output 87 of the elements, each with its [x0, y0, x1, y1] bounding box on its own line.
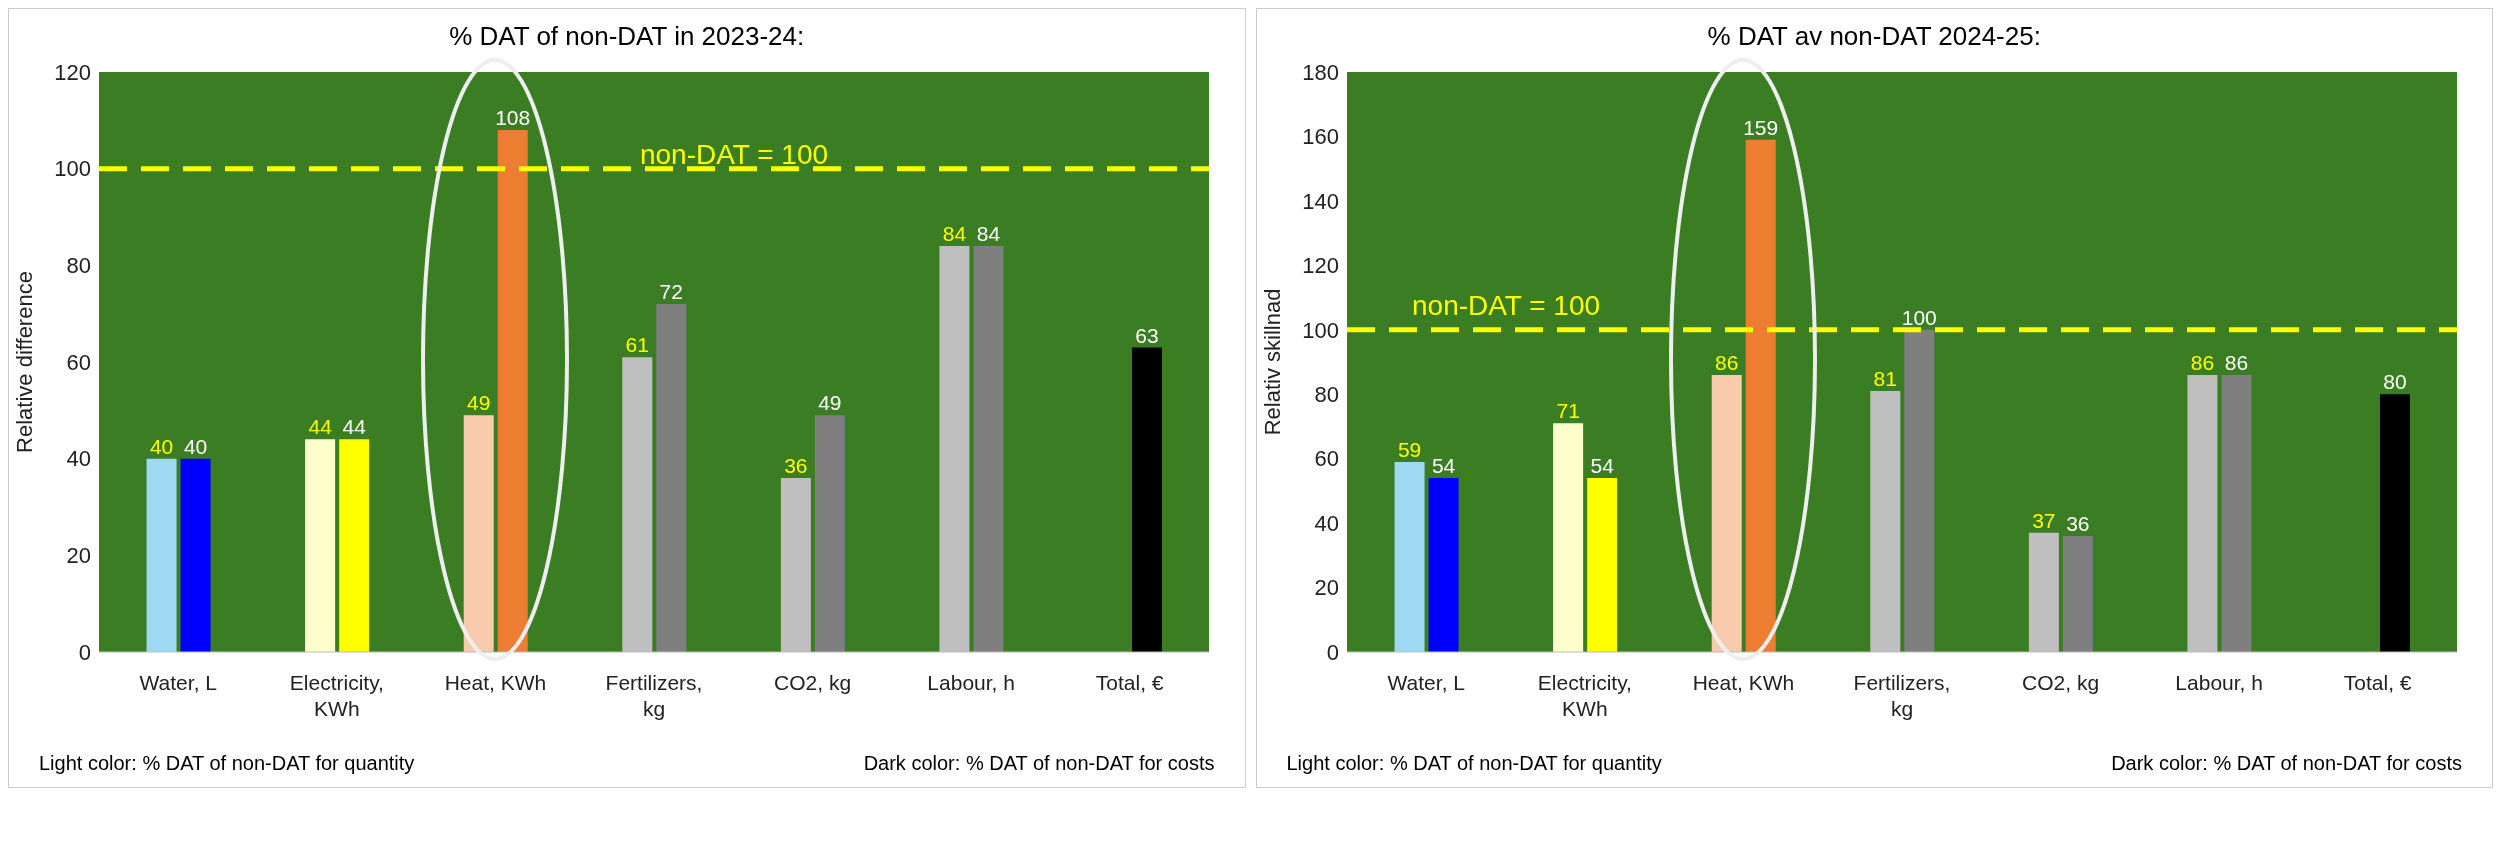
- data-label: 49: [467, 391, 491, 415]
- data-label: 59: [1397, 437, 1421, 461]
- y-tick-label: 120: [1301, 253, 1339, 279]
- y-axis-title: Relativ skillnad: [1259, 288, 1285, 436]
- bar: [656, 304, 687, 652]
- text: Light color: % DAT of non-DAT for quantity: [1286, 752, 1662, 775]
- data-label: 54: [1431, 454, 1456, 477]
- y-tick-label: 80: [66, 253, 91, 279]
- text: Dark color: % DAT of non-DAT for costs: [863, 752, 1215, 775]
- y-tick-label: 120: [54, 59, 91, 85]
- x-tick-label: Labour, h: [2174, 671, 2263, 694]
- data-label: 108: [495, 106, 531, 129]
- y-tick-label: 60: [66, 349, 91, 375]
- y-tick-label: 20: [1314, 575, 1339, 601]
- y-tick-label: 140: [1301, 188, 1339, 214]
- data-label: 86: [2224, 350, 2248, 374]
- ref-line-label: non-DAT = 100: [639, 138, 829, 170]
- bar: [2062, 536, 2093, 652]
- data-label: 63: [1135, 323, 1159, 347]
- data-label: 36: [2065, 512, 2090, 535]
- data-label: 71: [1555, 399, 1580, 423]
- bar: [339, 439, 370, 652]
- data-label: 37: [2031, 508, 2056, 532]
- y-tick-label: 80: [1314, 382, 1339, 408]
- bar: [2379, 394, 2410, 652]
- y-tick-label: 160: [1301, 124, 1339, 150]
- bar: [1903, 329, 1934, 652]
- bar: [2220, 374, 2251, 652]
- x-tick-label: Fertilizers, kg: [1853, 671, 1950, 720]
- data-label: 84: [976, 222, 1001, 245]
- chart-title: % DAT av non-DAT 2024-25:: [1706, 21, 2042, 52]
- bar: [1586, 478, 1617, 652]
- x-tick-label: Fertilizers, kg: [605, 671, 703, 720]
- data-label: 86: [1714, 350, 1738, 374]
- x-tick-label: Water, L: [139, 671, 217, 694]
- bar: [1711, 374, 1742, 652]
- chart-title: % DAT of non-DAT in 2023-24:: [448, 21, 806, 52]
- x-tick-label: Total, €: [2343, 671, 2412, 694]
- data-label: 159: [1742, 115, 1778, 139]
- x-tick-label: Water, L: [1387, 671, 1465, 694]
- data-label: 49: [818, 391, 842, 415]
- bar: [305, 439, 336, 652]
- data-label: 80: [2382, 370, 2407, 394]
- data-label: 86: [2190, 350, 2214, 374]
- bar: [1745, 139, 1776, 652]
- x-tick-label: Heat, KWh: [1692, 671, 1794, 694]
- bar: [1132, 347, 1162, 652]
- data-label: 61: [625, 333, 649, 357]
- x-tick-label: CO2, kg: [2021, 671, 2099, 694]
- x-tick-label: Labour, h: [927, 671, 1015, 694]
- data-label: 44: [308, 415, 333, 439]
- data-label: 36: [784, 454, 808, 477]
- y-tick-label: 0: [78, 639, 91, 665]
- bar: [1428, 478, 1459, 652]
- y-tick-label: 100: [54, 156, 91, 182]
- data-label: 54: [1589, 454, 1614, 477]
- y-tick-label: 40: [1314, 510, 1339, 536]
- x-tick-label: Electricity, KWh: [289, 671, 384, 720]
- y-tick-label: 20: [66, 543, 91, 569]
- data-label: 40: [149, 434, 174, 458]
- data-label: 40: [183, 434, 208, 458]
- y-tick-label: 180: [1301, 59, 1339, 85]
- bar: [814, 415, 845, 652]
- y-axis-title: Relative difference: [11, 271, 37, 453]
- y-tick-label: 0: [1326, 639, 1339, 665]
- data-label: 72: [659, 280, 683, 303]
- y-tick-label: 40: [66, 446, 91, 472]
- x-tick-label: Total, €: [1095, 671, 1164, 694]
- y-tick-label: 100: [1301, 317, 1339, 343]
- x-tick-label: Heat, KWh: [444, 671, 547, 694]
- data-label: 81: [1873, 367, 1897, 390]
- bar: [973, 246, 1004, 652]
- text: Dark color: % DAT of non-DAT for costs: [2111, 752, 2462, 775]
- y-tick-label: 60: [1314, 446, 1339, 472]
- text: Light color: % DAT of non-DAT for quantity: [39, 752, 415, 775]
- x-tick-label: CO2, kg: [774, 671, 852, 694]
- data-label: 44: [342, 415, 367, 439]
- ref-line-label: non-DAT = 100: [1411, 289, 1600, 321]
- data-label: 84: [942, 222, 967, 245]
- bar: [180, 458, 211, 652]
- data-label: 100: [1901, 305, 1937, 329]
- x-tick-label: Electricity, KWh: [1537, 671, 1632, 720]
- bar: [1552, 423, 1583, 652]
- bar: [146, 458, 177, 652]
- bar: [1394, 461, 1425, 652]
- bar: [497, 130, 528, 652]
- bar: [463, 415, 494, 652]
